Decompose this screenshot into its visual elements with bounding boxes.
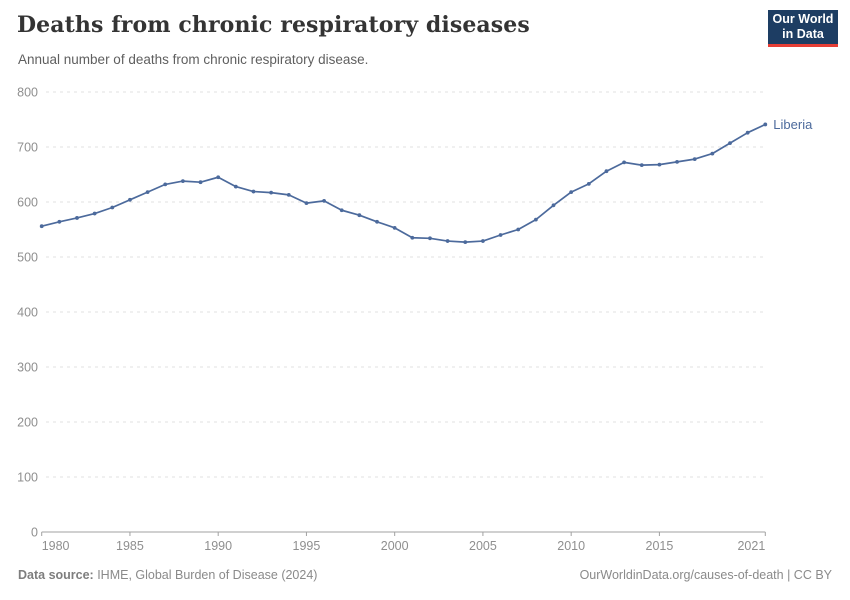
data-point[interactable]: [516, 227, 521, 232]
data-point[interactable]: [269, 190, 274, 195]
data-point[interactable]: [180, 179, 185, 184]
data-source-label: Data source:: [18, 568, 94, 582]
data-point[interactable]: [569, 190, 574, 195]
data-point[interactable]: [251, 189, 256, 194]
data-point[interactable]: [145, 190, 150, 195]
data-point[interactable]: [481, 239, 485, 243]
data-point[interactable]: [692, 157, 697, 162]
data-point[interactable]: [675, 159, 679, 164]
owid-logo-line1: Our World: [772, 12, 834, 26]
y-tick-label: 300: [17, 361, 38, 375]
x-tick-label: 2000: [381, 539, 409, 553]
owid-logo[interactable]: Our World in Data: [768, 10, 838, 47]
data-point[interactable]: [198, 180, 203, 185]
data-point[interactable]: [604, 169, 609, 174]
data-point[interactable]: [163, 182, 168, 187]
y-tick-label: 200: [17, 416, 38, 430]
y-tick-label: 700: [17, 141, 38, 155]
x-tick-label: 2015: [646, 539, 674, 553]
data-point[interactable]: [110, 205, 115, 210]
data-point[interactable]: [639, 163, 644, 168]
data-point[interactable]: [233, 184, 238, 189]
series-line[interactable]: [40, 123, 767, 243]
data-point[interactable]: [304, 201, 309, 206]
data-point[interactable]: [375, 219, 379, 224]
data-point[interactable]: [745, 130, 750, 135]
data-point[interactable]: [57, 219, 62, 224]
x-tick-label: 1980: [42, 539, 70, 553]
data-point[interactable]: [92, 211, 97, 216]
y-tick-label: 100: [17, 471, 38, 485]
data-point[interactable]: [128, 197, 132, 202]
y-tick-label: 0: [31, 526, 38, 540]
x-tick-label: 2021: [737, 539, 765, 553]
data-point[interactable]: [75, 216, 79, 220]
x-tick-label: 2010: [557, 539, 585, 553]
data-point[interactable]: [551, 203, 556, 208]
data-point[interactable]: [428, 236, 432, 241]
data-point[interactable]: [710, 151, 715, 156]
data-point[interactable]: [339, 208, 344, 213]
data-point[interactable]: [392, 225, 397, 230]
data-point[interactable]: [286, 192, 291, 197]
owid-logo-line2: in Data: [782, 27, 824, 41]
data-point[interactable]: [622, 160, 627, 165]
y-tick-label: 400: [17, 306, 38, 320]
data-point[interactable]: [498, 233, 503, 237]
y-tick-label: 800: [17, 86, 38, 100]
chart-footer: Data source: IHME, Global Burden of Dise…: [18, 568, 832, 582]
data-point[interactable]: [463, 240, 468, 245]
series-label[interactable]: Liberia: [773, 117, 813, 132]
data-source-value: IHME, Global Burden of Disease (2024): [93, 568, 318, 582]
data-point[interactable]: [39, 224, 44, 229]
data-point[interactable]: [533, 217, 538, 222]
x-tick-label: 2005: [469, 539, 497, 553]
data-point[interactable]: [586, 181, 591, 186]
data-point[interactable]: [216, 175, 221, 180]
chart-subtitle: Annual number of deaths from chronic res…: [18, 52, 369, 67]
x-tick-label: 1995: [293, 539, 321, 553]
data-point[interactable]: [410, 235, 415, 240]
data-point[interactable]: [657, 162, 662, 167]
data-source-text: Data source: IHME, Global Burden of Dise…: [18, 568, 317, 582]
license-link[interactable]: OurWorldinData.org/causes-of-death | CC …: [579, 568, 832, 582]
y-tick-label: 600: [17, 196, 38, 210]
data-point[interactable]: [322, 199, 326, 203]
data-point[interactable]: [357, 213, 362, 218]
x-tick-label: 1985: [116, 539, 144, 553]
data-point[interactable]: [445, 239, 450, 243]
x-tick-label: 1990: [204, 539, 232, 553]
data-point[interactable]: [728, 141, 732, 146]
y-tick-label: 500: [17, 251, 38, 265]
data-point[interactable]: [763, 122, 768, 127]
page-title: Deaths from chronic respiratory diseases: [17, 12, 530, 38]
